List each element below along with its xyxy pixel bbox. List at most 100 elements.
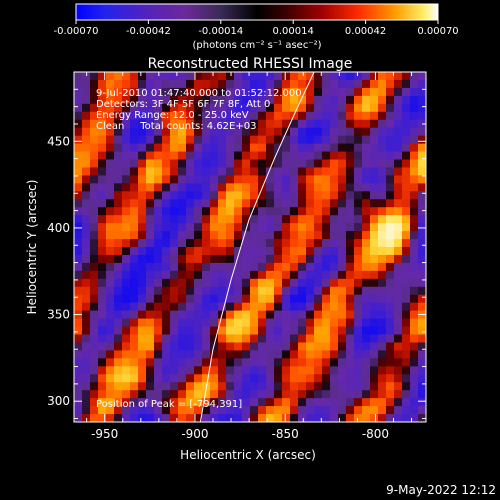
heatmap-cell [210,318,219,328]
heatmap-cell [290,143,299,153]
heatmap-cell [378,95,387,105]
heatmap-cell [234,127,243,137]
heatmap-cell [138,191,147,200]
heatmap-cell [194,247,203,256]
heatmap-cell [218,318,227,328]
heatmap-cell [266,151,275,161]
heatmap-cell [154,318,163,328]
heatmap-cell [114,310,123,320]
heatmap-cell [234,318,243,328]
heatmap-cell [82,398,91,407]
heatmap-cell [410,398,419,407]
heatmap-cell [386,223,395,232]
heatmap-cell [378,366,387,375]
heatmap-cell [170,302,179,312]
heatmap-cell [314,406,323,415]
heatmap-cell [234,358,243,367]
heatmap-cell [386,87,395,97]
heatmap-cell [186,334,195,344]
heatmap-cell [146,79,155,89]
heatmap-cell [218,95,227,105]
heatmap-cell [226,215,235,224]
heatmap-cell [98,286,107,296]
heatmap-cell [266,127,275,137]
heatmap-cell [410,79,419,89]
heatmap-cell [106,406,115,415]
heatmap-cell [290,127,299,137]
heatmap-cell [242,342,251,351]
heatmap-cell [290,318,299,328]
heatmap-cell [258,414,267,422]
heatmap-cell [170,278,179,288]
heatmap-cell [194,199,203,208]
heatmap-cell [122,175,131,184]
heatmap-cell [394,390,403,399]
heatmap-cell [130,326,139,336]
heatmap-cell [154,278,163,288]
heatmap-cell [226,183,235,192]
heatmap-cell [370,119,379,129]
heatmap-cell [202,103,211,113]
heatmap-cell [322,414,331,422]
heatmap-cell [146,374,155,383]
heatmap-cell [330,398,339,407]
heatmap-cell [82,135,91,145]
heatmap-cell [354,302,363,312]
heatmap-cell [218,334,227,344]
heatmap-cell [154,199,163,208]
heatmap-cell [114,199,123,208]
heatmap-cell [306,318,315,328]
heatmap-cell [314,366,323,375]
heatmap-cell [202,207,211,216]
heatmap-cell [74,119,83,129]
heatmap-cell [154,310,163,320]
heatmap-cell [394,350,403,359]
heatmap-cell [138,127,147,137]
heatmap-cell [226,286,235,296]
heatmap-cell [354,191,363,200]
heatmap-cell [298,103,307,113]
heatmap-cell [290,270,299,280]
heatmap-cell [130,119,139,129]
heatmap-cell [210,366,219,375]
heatmap-cell [138,302,147,312]
heatmap-cell [402,231,411,240]
heatmap-cell [74,286,83,296]
heatmap-cell [250,159,259,169]
heatmap-cell [114,231,123,240]
heatmap-cell [186,414,195,422]
heatmap-cell [122,366,131,375]
heatmap-cell [266,382,275,391]
heatmap-cell [194,151,203,161]
heatmap-cell [170,207,179,216]
heatmap-cell [146,414,155,422]
heatmap-cell [226,143,235,153]
heatmap-cell [322,79,331,89]
heatmap-cell [202,318,211,328]
heatmap-cell [154,270,163,280]
heatmap-cell [122,262,131,272]
heatmap-cell [82,286,91,296]
heatmap-cell [74,382,83,391]
heatmap-cell [314,119,323,129]
heatmap-cell [378,358,387,367]
heatmap-cell [378,143,387,153]
heatmap-cell [90,175,99,184]
heatmap-cell [210,239,219,248]
heatmap-cell [298,406,307,415]
heatmap-cell [386,326,395,336]
heatmap-cell [210,294,219,304]
heatmap-cell [418,239,426,248]
heatmap-cell [370,398,379,407]
heatmap-cell [114,151,123,161]
heatmap-cell [418,191,426,200]
heatmap-cell [98,366,107,375]
heatmap-cell [194,223,203,232]
heatmap-cell [146,111,155,121]
heatmap-cell [194,350,203,359]
heatmap-cell [418,95,426,105]
heatmap-cell [274,278,283,288]
heatmap-cell [410,239,419,248]
heatmap-cell [138,135,147,145]
heatmap-cell [322,87,331,97]
